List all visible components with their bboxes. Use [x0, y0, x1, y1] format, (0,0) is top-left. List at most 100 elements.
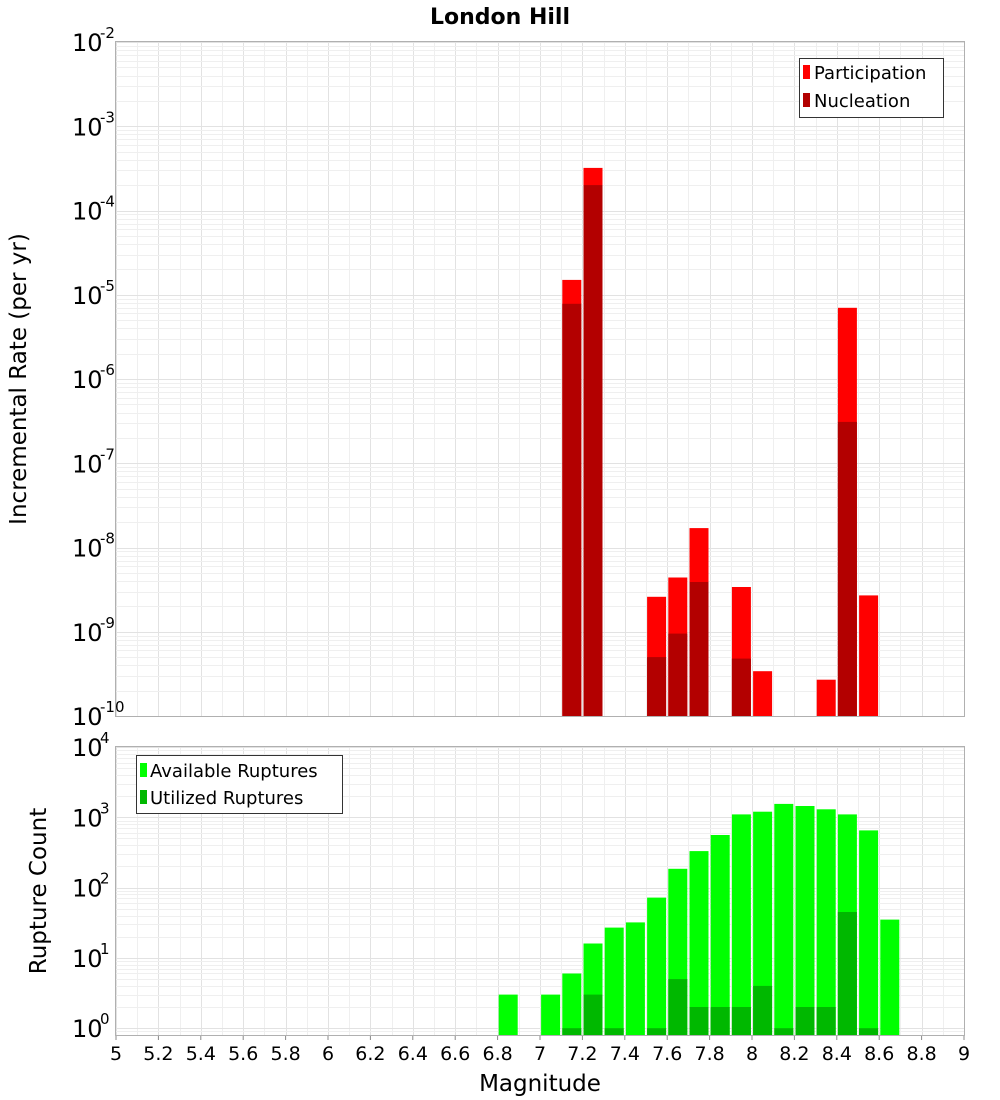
rate-legend-box [799, 58, 944, 118]
utilized-ruptures-bar [668, 979, 688, 1035]
nucleation-bar [837, 421, 857, 716]
rate-y-tick-exponent: -4 [100, 193, 115, 211]
nucleation-bar [647, 657, 667, 716]
x-tick-label: 7.8 [694, 1043, 724, 1065]
count-y-tick-exponent: 3 [100, 799, 110, 817]
rate-y-tick-exponent: -2 [100, 24, 115, 42]
x-tick-label: 6.6 [440, 1043, 470, 1065]
x-tick-label: 5 [110, 1043, 122, 1065]
x-tick-label: 7.4 [610, 1043, 640, 1065]
nucleation-bar [562, 303, 582, 716]
rate-y-tick-exponent: -10 [100, 698, 125, 716]
utilized-ruptures-bar [604, 1028, 624, 1035]
rate-y-tick-exponent: -7 [100, 445, 115, 463]
available-ruptures-bar [625, 922, 645, 1035]
rate-y-tick-label: 10 [72, 198, 103, 226]
participation-bar [859, 595, 879, 716]
nucleation-bar [668, 633, 688, 716]
nucleation-bar [583, 185, 603, 717]
nucleation-legend-swatch [803, 93, 810, 107]
participation-bar [753, 671, 773, 716]
x-axis-label: Magnitude [479, 1071, 601, 1097]
utilized-ruptures-bar [731, 1007, 751, 1035]
rate-y-tick-label: 10 [72, 619, 103, 647]
utilized-ruptures-legend-label: Utilized Ruptures [150, 788, 303, 809]
x-tick-label: 5.6 [228, 1043, 258, 1065]
count-y-tick-label: 10 [72, 804, 103, 832]
participation-legend-label: Participation [814, 63, 926, 84]
x-tick-label: 6.2 [355, 1043, 385, 1065]
count-y-tick-exponent: 0 [100, 1010, 110, 1028]
x-tick-label: 8.4 [822, 1043, 852, 1065]
rate-y-tick-label: 10 [72, 703, 103, 731]
utilized-ruptures-bar [774, 1028, 794, 1035]
count-y-tick-exponent: 2 [100, 870, 110, 888]
count-y-tick-exponent: 1 [100, 940, 110, 958]
count-legend-box [136, 755, 343, 814]
chart-title: London Hill [430, 5, 570, 30]
count-legend: Available Ruptures Utilized Ruptures [136, 755, 343, 814]
available-ruptures-legend-swatch [140, 763, 147, 777]
utilized-ruptures-bar [795, 1007, 815, 1035]
nucleation-bar [689, 582, 709, 716]
count-y-tick-label: 10 [72, 734, 103, 762]
available-ruptures-bar [859, 830, 879, 1035]
rate-y-tick-exponent: -8 [100, 530, 115, 548]
utilized-ruptures-bar [859, 1028, 879, 1035]
participation-bar [816, 679, 836, 716]
nucleation-bar [731, 658, 751, 716]
count-y-tick-label: 10 [72, 945, 103, 973]
rate-panel-grid [116, 42, 965, 717]
count-panel-bars [498, 803, 900, 1035]
x-tick-label: 7 [534, 1043, 546, 1065]
rate-y-tick-label: 10 [72, 282, 103, 310]
utilized-ruptures-bar [837, 912, 857, 1035]
rate-y-tick-label: 10 [72, 29, 103, 57]
rate-legend: Participation Nucleation [799, 58, 944, 118]
available-ruptures-bar [689, 851, 709, 1035]
count-panel-frame [115, 746, 965, 1036]
available-ruptures-bar [731, 814, 751, 1035]
rate-y-tick-exponent: -9 [100, 614, 115, 632]
rate-y-tick-label: 10 [72, 113, 103, 141]
utilized-ruptures-bar [710, 1007, 730, 1035]
available-ruptures-bar [753, 811, 773, 1035]
x-tick-label: 8.8 [906, 1043, 936, 1065]
x-tick-label: 7.6 [652, 1043, 682, 1065]
rate-y-tick-exponent: -5 [100, 277, 115, 295]
available-ruptures-bar [562, 973, 582, 1035]
utilized-ruptures-bar [816, 1007, 836, 1035]
utilized-ruptures-bar [562, 1028, 582, 1035]
available-ruptures-bar [604, 927, 624, 1035]
rate-y-tick-exponent: -3 [100, 108, 115, 126]
x-tick-label: 9 [958, 1043, 970, 1065]
available-ruptures-bar [816, 809, 836, 1035]
x-tick-label: 8.6 [864, 1043, 894, 1065]
x-tick-label: 7.2 [567, 1043, 597, 1065]
rate-y-tick-label: 10 [72, 535, 103, 563]
utilized-ruptures-legend-swatch [140, 790, 147, 804]
available-ruptures-bar [498, 994, 518, 1035]
rate-y-axis-label: Incremental Rate (per yr) [6, 233, 32, 525]
participation-legend-swatch [803, 65, 810, 79]
nucleation-legend-label: Nucleation [814, 91, 910, 112]
rate-y-tick-label: 10 [72, 366, 103, 394]
count-y-tick-label: 10 [72, 1015, 103, 1043]
available-ruptures-bar [647, 897, 667, 1035]
count-panel-x-ticks: 5 5.2 5.4 5.6 5.8 6 6.2 6.4 6.6 6.8 7 7.2 7.4 7.6 7.8 8… [110, 1035, 970, 1065]
rate-panel-bars [562, 167, 879, 717]
available-ruptures-bar [541, 994, 561, 1035]
available-ruptures-bar [880, 919, 900, 1035]
x-tick-label: 6 [322, 1043, 334, 1065]
available-ruptures-bar [710, 835, 730, 1035]
rate-y-tick-label: 10 [72, 450, 103, 478]
utilized-ruptures-bar [753, 985, 773, 1035]
x-tick-label: 5.8 [270, 1043, 300, 1065]
x-tick-label: 5.4 [186, 1043, 216, 1065]
utilized-ruptures-bar [647, 1028, 667, 1035]
